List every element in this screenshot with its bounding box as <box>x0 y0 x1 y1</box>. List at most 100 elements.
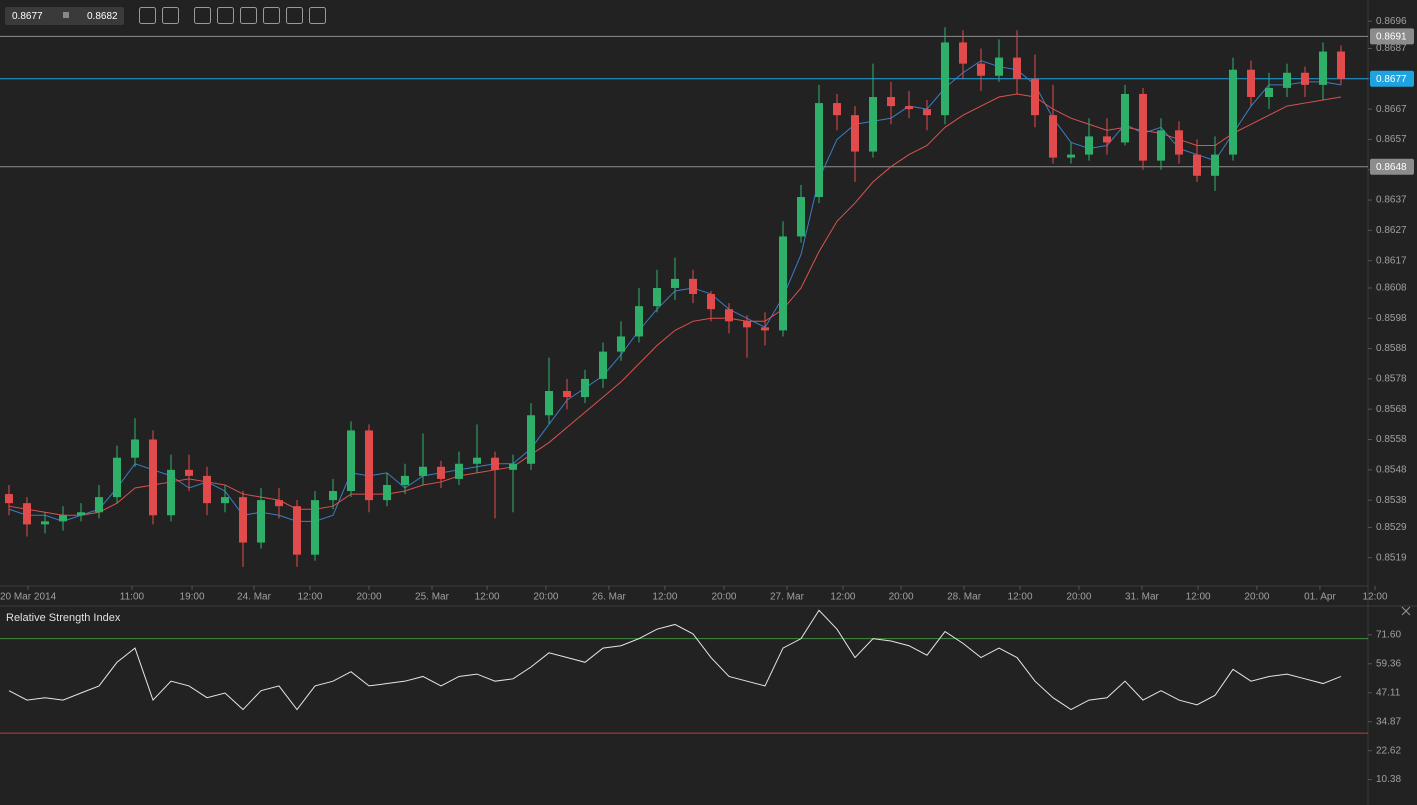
candle-body <box>779 236 787 331</box>
candle-body <box>1319 51 1327 85</box>
candle-body <box>869 96 877 152</box>
candle-body <box>923 109 931 116</box>
candle-body <box>599 351 607 379</box>
candle-body <box>491 457 499 470</box>
candle-body <box>941 42 949 116</box>
copy-button[interactable] <box>263 7 280 24</box>
y-tick-label: 0.8588 <box>1376 343 1407 354</box>
indicators-button[interactable] <box>240 7 257 24</box>
candle-body <box>725 309 733 322</box>
candle-body <box>41 521 49 525</box>
y-tick-label: 59.36 <box>1376 658 1401 669</box>
candle-body <box>1247 69 1255 97</box>
timeframe-button[interactable] <box>194 7 211 24</box>
candle-body <box>671 278 679 288</box>
moving-average <box>8 93 1342 516</box>
y-tick-label: 0.8667 <box>1376 104 1407 115</box>
x-tick-label: 20 Mar 2014 <box>0 592 57 603</box>
y-tick-label: 0.8568 <box>1376 404 1407 415</box>
x-tick-label: 20:00 <box>889 592 914 603</box>
x-tick-label: 12:00 <box>1363 592 1388 603</box>
candle-body <box>77 512 85 516</box>
candle-body <box>257 500 265 543</box>
candle-body <box>1067 154 1075 158</box>
candle-body <box>887 96 895 107</box>
candle-body <box>1193 154 1201 176</box>
y-tick-label: 0.8627 <box>1376 225 1407 236</box>
x-tick-label: 12:00 <box>830 592 855 603</box>
toolbar: 0.8677 0.8682 <box>5 7 326 25</box>
y-tick-label: 47.11 <box>1376 687 1401 698</box>
candle-body <box>1139 93 1147 161</box>
y-tick-label: 0.8687 <box>1376 43 1407 54</box>
indicator-title: Relative Strength Index <box>6 612 121 624</box>
candle-body <box>959 42 967 64</box>
x-tick-label: 20:00 <box>533 592 558 603</box>
y-tick-label: 0.8637 <box>1376 195 1407 206</box>
candle-body <box>707 294 715 310</box>
candle-body <box>401 475 409 485</box>
candle-body <box>239 497 247 543</box>
candle-body <box>995 57 1003 76</box>
y-tick-label: 0.8598 <box>1376 313 1407 324</box>
y-tick-label: 0.8578 <box>1376 374 1407 385</box>
candle-body <box>437 466 445 479</box>
y-tick-label: 71.60 <box>1376 629 1401 640</box>
price-label: 0.8691 <box>1376 32 1407 43</box>
chart-type-button[interactable] <box>217 7 234 24</box>
x-tick-label: 20:00 <box>1244 592 1269 603</box>
candle-body <box>833 103 841 116</box>
candle-body <box>1157 130 1165 161</box>
close-indicator-button[interactable] <box>1401 606 1411 616</box>
candle-body <box>1013 57 1021 79</box>
candle-body <box>689 278 697 295</box>
x-tick-label: 11:00 <box>120 592 145 603</box>
y-tick-label: 34.87 <box>1376 716 1401 727</box>
candle-body <box>347 430 355 492</box>
candle-body <box>635 306 643 337</box>
candle-body <box>743 321 751 328</box>
bid: 0.8677 <box>12 11 43 22</box>
x-tick-label: 25. Mar <box>415 592 450 603</box>
x-tick-label: 12:00 <box>1186 592 1211 603</box>
y-tick-label: 22.62 <box>1376 745 1401 756</box>
x-tick-label: 12:00 <box>475 592 500 603</box>
y-tick-label: 10.38 <box>1376 774 1401 785</box>
y-tick-label: 0.8696 <box>1376 16 1407 27</box>
candle-body <box>1121 93 1129 143</box>
y-tick-label: 0.8519 <box>1376 552 1407 563</box>
x-tick-label: 01. Apr <box>1304 592 1336 603</box>
x-tick-label: 26. Mar <box>592 592 627 603</box>
candle-body <box>977 63 985 76</box>
draw-button[interactable] <box>286 7 303 24</box>
candle-body <box>293 506 301 555</box>
zoom-out-button[interactable] <box>139 7 156 24</box>
y-tick-label: 0.8617 <box>1376 255 1407 266</box>
candle-body <box>167 469 175 516</box>
candle-body <box>581 378 589 398</box>
candle-body <box>1211 154 1219 176</box>
zoom-in-button[interactable] <box>162 7 179 24</box>
candle-body <box>1049 115 1057 158</box>
x-tick-label: 24. Mar <box>237 592 272 603</box>
x-tick-label: 27. Mar <box>770 592 805 603</box>
candle-body <box>905 106 913 110</box>
y-tick-label: 0.8548 <box>1376 464 1407 475</box>
x-tick-label: 20:00 <box>1066 592 1091 603</box>
pen-button[interactable] <box>309 7 326 24</box>
x-tick-label: 12:00 <box>652 592 677 603</box>
price-label-box <box>1370 158 1414 175</box>
y-tick-label: 0.8657 <box>1376 134 1407 145</box>
candle-body <box>95 497 103 513</box>
candle-body <box>1337 51 1345 79</box>
y-tick-label: 0.8529 <box>1376 522 1407 533</box>
candle-body <box>329 491 337 501</box>
candle-body <box>1085 136 1093 155</box>
candle-body <box>23 503 31 525</box>
candle-body <box>473 457 481 464</box>
candle-body <box>1103 136 1111 143</box>
candle-body <box>5 494 13 504</box>
separator-icon <box>63 12 69 18</box>
candle-body <box>653 287 661 307</box>
